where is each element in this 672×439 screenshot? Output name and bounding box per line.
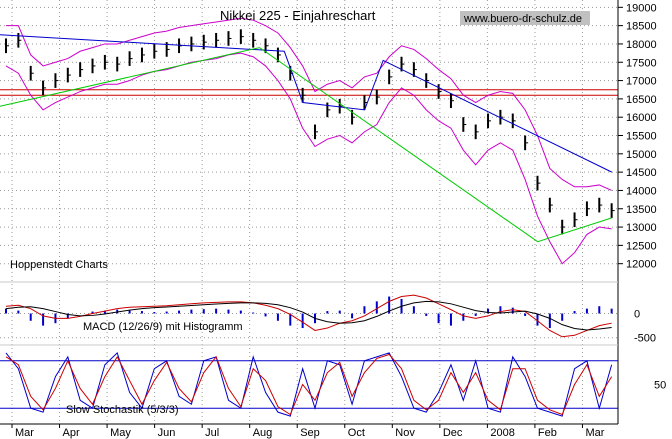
trendline [0, 34, 613, 173]
y-tick-label: 13000 [626, 222, 657, 234]
y-tick-label: 50 [654, 380, 666, 392]
credit-label: Hoppenstedt Charts [10, 259, 108, 271]
y-tick-label: -500 [634, 333, 656, 345]
x-tick-label: May [110, 427, 131, 439]
y-tick-label: 14500 [626, 167, 657, 179]
x-tick-label: Mar [585, 427, 604, 439]
y-tick-label: 17000 [626, 76, 657, 88]
x-tick-label: Apr [63, 427, 80, 439]
y-tick-label: 16500 [626, 94, 657, 106]
x-tick-label: Feb [538, 427, 557, 439]
y-tick-label: 18500 [626, 21, 657, 33]
x-tick-label: Sep [300, 427, 320, 439]
x-tick-label: Oct [348, 427, 365, 439]
trendline [0, 47, 612, 243]
y-tick-label: 12500 [626, 240, 657, 252]
x-tick-label: Aug [253, 427, 273, 439]
y-tick-label: 18000 [626, 39, 657, 51]
y-tick-label: 14000 [626, 185, 657, 197]
y-tick-label: 15500 [626, 131, 657, 143]
y-tick-label: 17500 [626, 57, 657, 69]
y-tick-label: 12000 [626, 259, 657, 271]
x-tick-label: 2008 [490, 427, 514, 439]
stochastic-label: Slow Stochastik (5/3/3) [66, 404, 179, 416]
chart-title: Nikkei 225 - Einjahreschart [220, 8, 376, 23]
macd-label: MACD (12/26/9) mit Histogramm [83, 321, 243, 333]
stochastic-line [5, 351, 613, 417]
stochastic-line [5, 353, 613, 416]
y-tick-label: 16000 [626, 112, 657, 124]
bollinger-band [6, 17, 612, 191]
macd-line [5, 294, 612, 338]
x-tick-label: Nov [395, 427, 415, 439]
source-badge: www.buero-dr-schulz.de [463, 13, 582, 25]
x-tick-label: Dec [443, 427, 463, 439]
y-tick-label: 13500 [626, 204, 657, 216]
y-tick-label: 19000 [626, 2, 657, 14]
source-badge-bg [460, 11, 590, 25]
x-tick-label: Jun [158, 427, 176, 439]
bollinger-band [5, 52, 612, 265]
y-tick-label: 15000 [626, 149, 657, 161]
macd-line [5, 300, 612, 331]
y-tick-label: 0 [634, 309, 640, 321]
x-tick-label: Mar [15, 427, 34, 439]
x-tick-label: Jul [205, 427, 219, 439]
